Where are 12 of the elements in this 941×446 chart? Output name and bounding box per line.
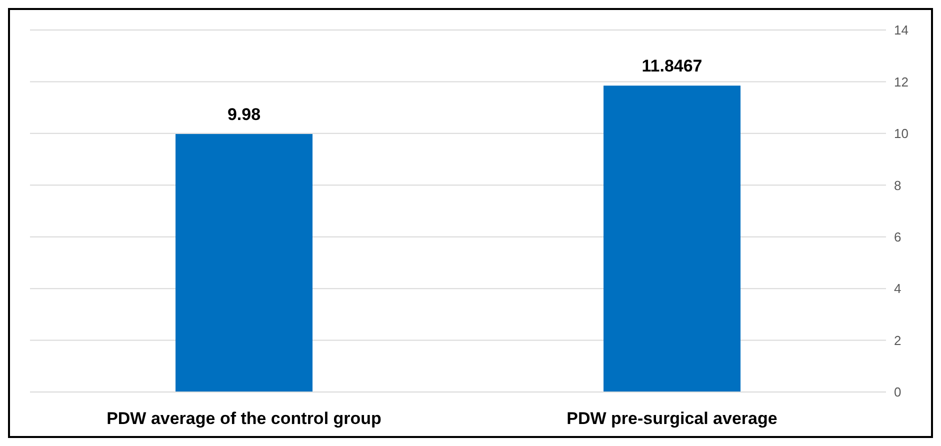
data-label: 11.8467 <box>642 56 702 76</box>
y-tick-label: 8 <box>894 178 902 193</box>
y-tick-label: 10 <box>894 126 908 142</box>
y-tick-label: 0 <box>894 384 902 400</box>
y-tick-label: 12 <box>894 74 908 90</box>
y-tick-label: 4 <box>894 281 902 296</box>
y-tick-label: 2 <box>894 332 902 348</box>
y-tick-label: 14 <box>894 22 908 38</box>
data-label: 9.98 <box>227 104 261 124</box>
x-tick-label: PDW pre-surgical average <box>566 409 778 428</box>
x-tick-label: PDW average of the control group <box>106 409 382 428</box>
y-tick-label: 6 <box>894 229 902 244</box>
